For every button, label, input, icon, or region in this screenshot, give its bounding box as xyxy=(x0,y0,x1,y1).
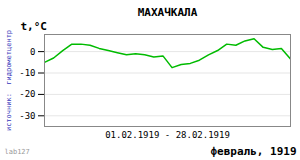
svg-text:-30: -30 xyxy=(19,111,35,121)
svg-text:-10: -10 xyxy=(19,68,35,78)
svg-text:01.02.1919 - 28.02.1919: 01.02.1919 - 28.02.1919 xyxy=(105,130,230,140)
svg-text:-20: -20 xyxy=(19,89,35,99)
svg-text:МАХАЧКАЛА: МАХАЧКАЛА xyxy=(138,6,198,19)
svg-text:февраль, 1919: февраль, 1919 xyxy=(210,145,296,158)
svg-text:lab127: lab127 xyxy=(5,148,30,156)
svg-text:источник: гидрометцентр: источник: гидрометцентр xyxy=(5,30,13,131)
svg-text:t,°C: t,°C xyxy=(21,20,48,33)
svg-text:0: 0 xyxy=(30,46,35,56)
